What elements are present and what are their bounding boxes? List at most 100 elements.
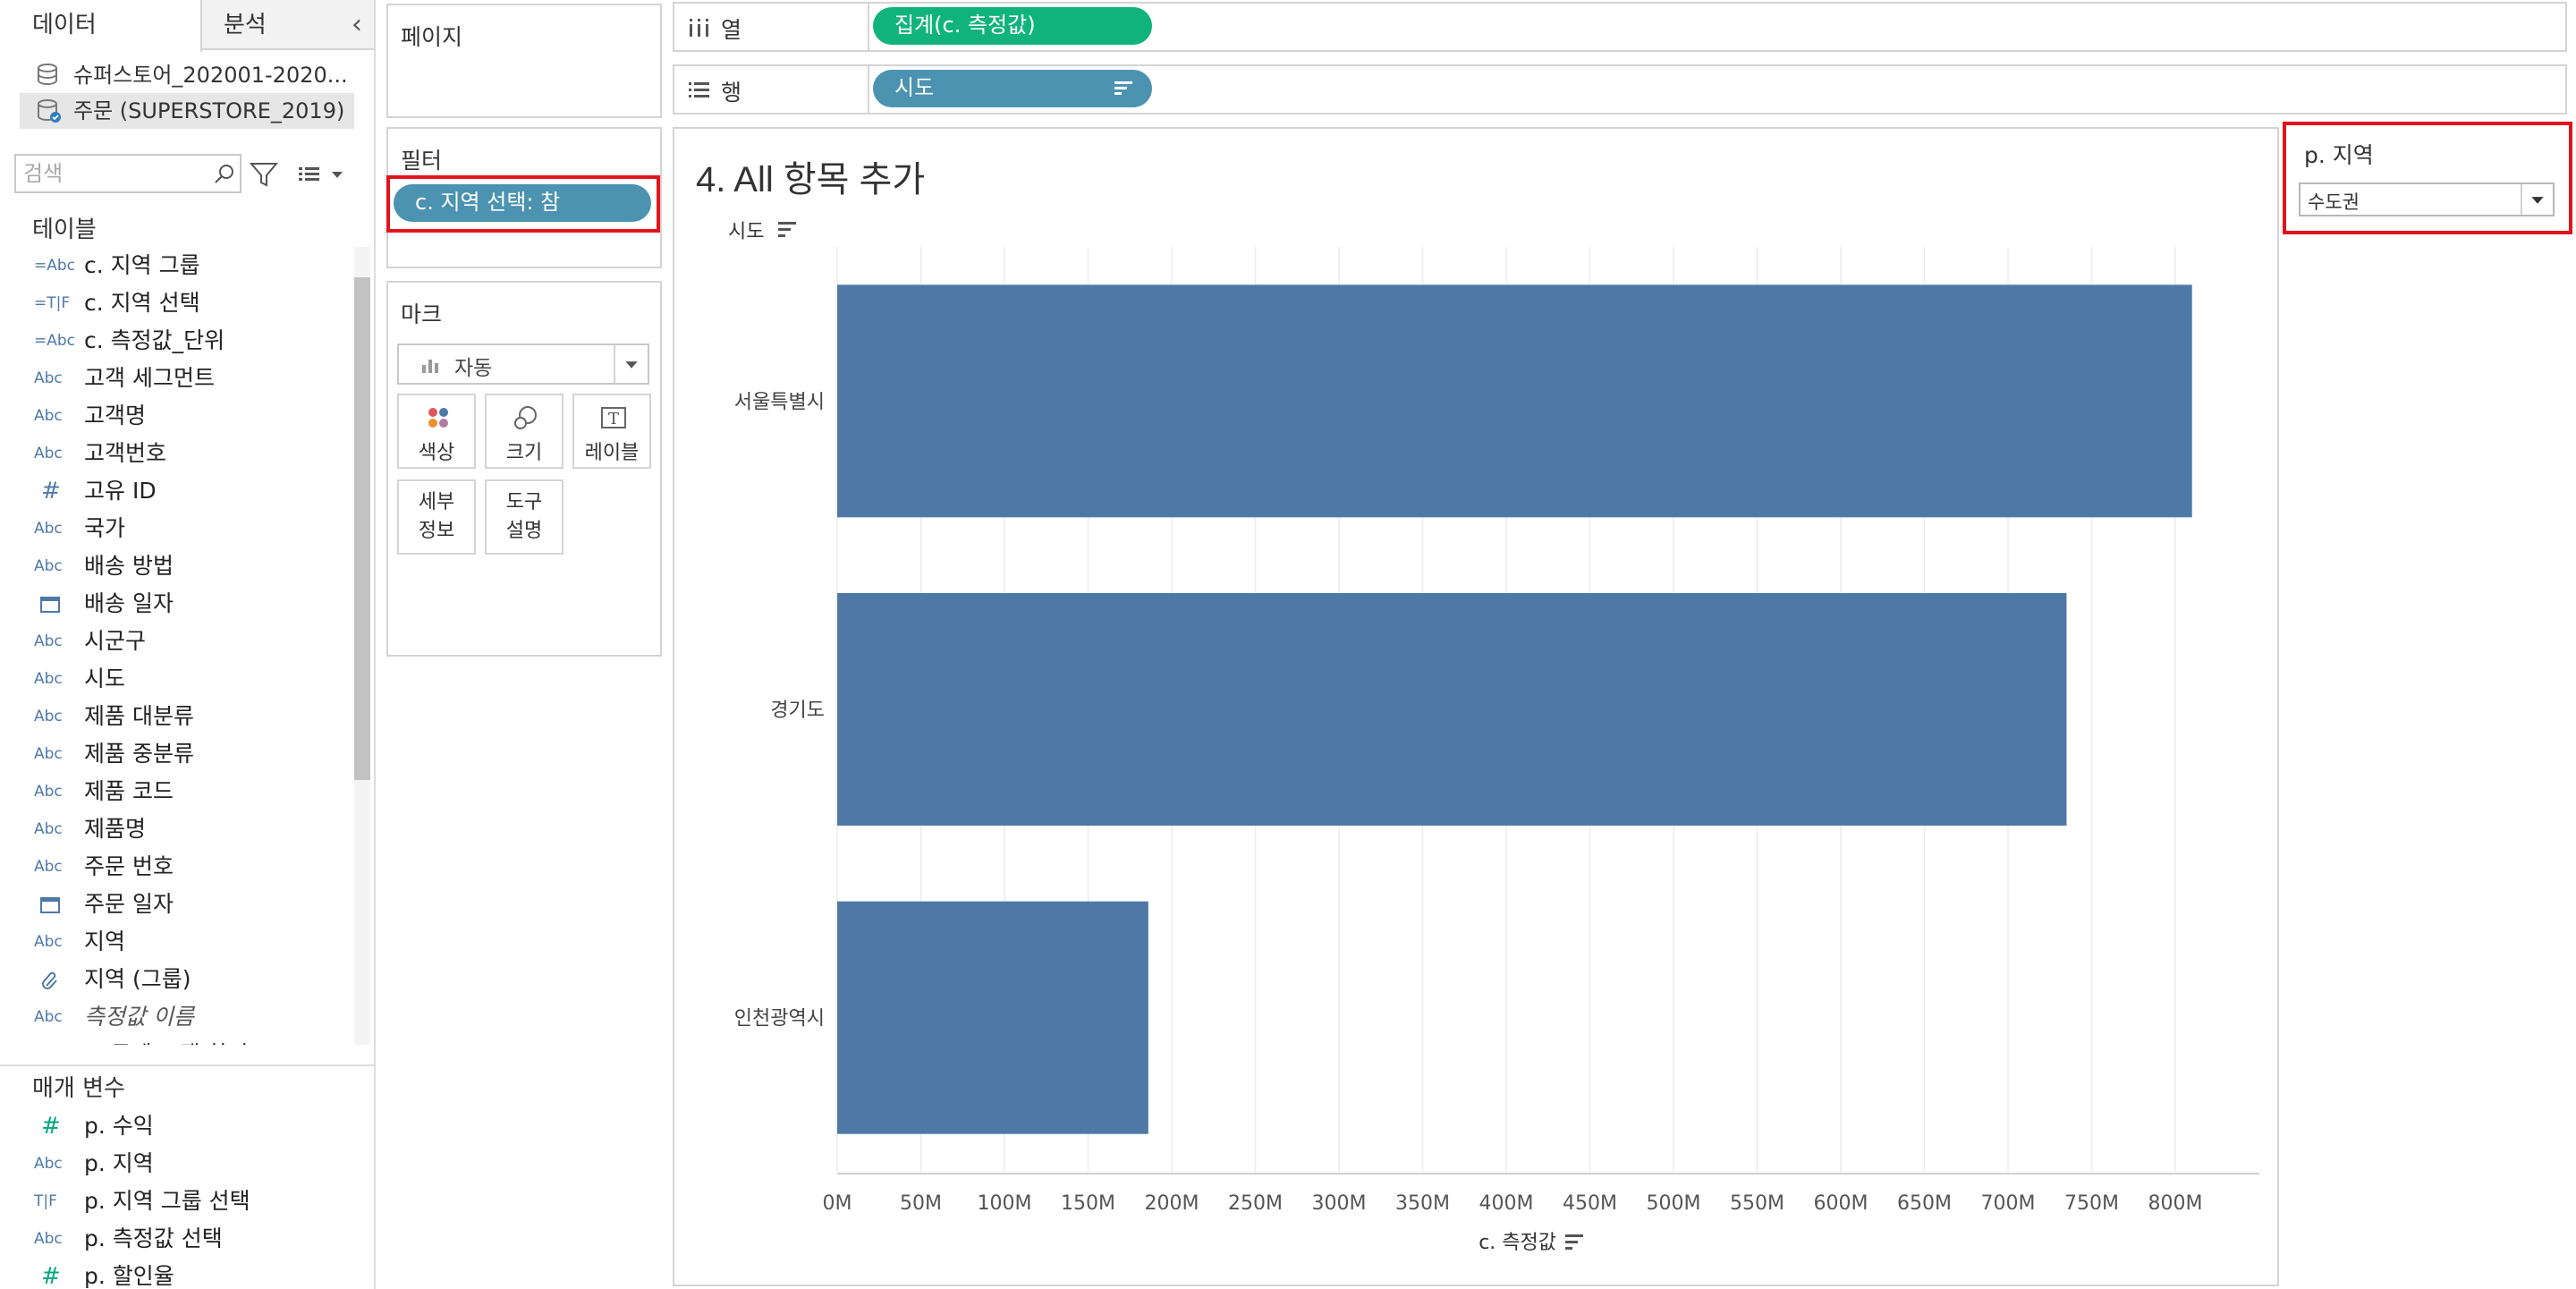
list-view-icon[interactable] <box>295 161 349 188</box>
field-item[interactable]: 배송 일자 <box>0 585 352 623</box>
x-tick-label: 600M <box>1814 1192 1868 1215</box>
rows-icon <box>689 82 709 98</box>
paperclip-icon <box>39 970 79 989</box>
x-tick-label: 50M <box>900 1192 942 1215</box>
field-item[interactable]: =T|Fc. 문제 고객 찾기 <box>0 1036 352 1045</box>
string-type-icon: Abc <box>34 783 63 801</box>
size-button[interactable]: 크기 <box>485 394 564 469</box>
field-item[interactable]: =Abc c. 측정값_단위 <box>0 322 352 360</box>
number-type-icon: # <box>41 1113 61 1140</box>
field-item[interactable]: # 고유 ID <box>0 472 352 510</box>
parameter-item[interactable]: # p. 할인율 <box>0 1258 352 1289</box>
field-item[interactable]: Abc 시군구 <box>0 623 352 660</box>
field-item[interactable]: Abc 고객명 <box>0 397 352 435</box>
field-name: 주문 번호 <box>84 853 174 879</box>
field-item[interactable]: Abc 배송 방법 <box>0 547 352 585</box>
string-type-icon: Abc <box>34 1155 63 1173</box>
parameters-list: # p. 수익 Abc p. 지역 T|F p. 지역 그룹 선택 Abc p. 측정값 선택… <box>0 1107 374 1289</box>
datasource-connected-icon <box>38 99 61 123</box>
string-type-icon: Abc <box>34 1230 63 1248</box>
field-item[interactable]: 주문 일자 <box>0 886 352 923</box>
mark-type-dropdown[interactable]: 자동 <box>397 343 649 385</box>
datasource-item-selected[interactable]: 주문 (SUPERSTORE_2019) <box>20 93 354 129</box>
string-type-icon: Abc <box>34 632 63 650</box>
parameter-highlight <box>2283 122 2572 234</box>
calendar-icon <box>39 594 79 614</box>
parameter-title: p. 지역 <box>2304 142 2374 168</box>
parameter-item[interactable]: T|F p. 지역 그룹 선택 <box>0 1183 352 1220</box>
field-item[interactable]: Abc 제품명 <box>0 810 352 848</box>
parameter-name: p. 할인율 <box>84 1263 174 1289</box>
x-tick-label: 100M <box>978 1192 1032 1215</box>
field-name: 측정값 이름 <box>84 1004 194 1030</box>
field-item[interactable]: =T|F c. 지역 선택 <box>0 284 352 322</box>
field-name: c. 지역 그룹 <box>84 252 200 278</box>
field-item[interactable]: Abc 고객번호 <box>0 435 352 472</box>
parameter-item[interactable]: Abc p. 측정값 선택 <box>0 1220 352 1258</box>
parameter-item[interactable]: # p. 수익 <box>0 1107 352 1145</box>
number-type-icon: # <box>41 1263 61 1289</box>
field-name: 배송 방법 <box>84 553 174 579</box>
tooltip-button-label-1: 도구 <box>505 491 543 513</box>
fields-list: =Abc c. 지역 그룹 =T|F c. 지역 선택 =Abc c. 측정값_단위 Abc… <box>0 247 352 1045</box>
field-item[interactable]: Abc 주문 번호 <box>0 848 352 886</box>
collapse-pane-icon[interactable]: ‹ <box>352 9 362 40</box>
field-item[interactable]: Abc 제품 중분류 <box>0 735 352 773</box>
field-item[interactable]: Abc 제품 코드 <box>0 773 352 810</box>
category-label: 인천광역시 <box>734 1008 825 1030</box>
field-item[interactable]: Abc 지역 <box>0 923 352 961</box>
pages-card[interactable]: 페이지 <box>386 4 662 118</box>
field-item[interactable]: =Abc c. 지역 그룹 <box>0 247 352 284</box>
search-icon[interactable] <box>213 163 236 186</box>
label-button[interactable]: T 레이블 <box>572 394 651 469</box>
rows-shelf-label: 행 <box>721 80 742 106</box>
columns-pill[interactable]: 집계(c. 측정값) <box>873 7 1152 45</box>
filter-icon[interactable] <box>249 159 279 190</box>
datasource-icon <box>38 64 57 86</box>
string-type-icon: Abc <box>34 708 63 725</box>
pane-divider[interactable] <box>0 1064 374 1066</box>
string-type-icon: Abc <box>34 858 63 876</box>
sort-bar <box>1565 1234 1583 1237</box>
string-type-icon: Abc <box>34 369 63 387</box>
field-item[interactable]: 지역 (그룹) <box>0 961 352 998</box>
row-header-sort-icon[interactable] <box>778 222 796 237</box>
size-button-label: 크기 <box>505 442 543 464</box>
field-name: c. 지역 선택 <box>84 290 200 316</box>
x-tick-label: 150M <box>1061 1192 1115 1215</box>
sort-descending-icon[interactable] <box>1113 79 1134 98</box>
parameter-dropdown[interactable]: 수도권 <box>2299 182 2555 216</box>
field-item[interactable]: Abc 제품 대분류 <box>0 698 352 735</box>
tab-data[interactable]: 데이터 <box>0 0 202 52</box>
rows-pill[interactable]: 시도 <box>873 70 1152 107</box>
parameter-name: p. 수익 <box>84 1113 154 1139</box>
sort-bar <box>1565 1247 1572 1250</box>
field-item[interactable]: Abc 시도 <box>0 660 352 698</box>
string-type-icon: Abc <box>34 520 63 538</box>
worksheet-view: 4. All 항목 추가 서울특별시 경기도 인천광역시 0M 50M 100M 150M 2… <box>673 127 2279 1286</box>
x-tick-label: 800M <box>2148 1192 2203 1215</box>
columns-icon <box>690 19 708 37</box>
field-item[interactable]: Abc 고객 세그먼트 <box>0 360 352 397</box>
parameter-name: p. 지역 그룹 선택 <box>84 1188 250 1214</box>
color-button[interactable]: 색상 <box>397 394 476 469</box>
shelf-divider <box>868 66 869 113</box>
parameter-item[interactable]: Abc p. 지역 <box>0 1145 352 1183</box>
field-item[interactable]: Abc 측정값 이름 <box>0 998 352 1036</box>
category-label: 서울특별시 <box>734 391 825 413</box>
field-name: 배송 일자 <box>84 590 174 616</box>
filter-pill[interactable]: c. 지역 선택: 참 <box>394 184 651 222</box>
datasource-item[interactable]: 슈퍼스토어_202001-2020... <box>20 57 354 93</box>
fields-scrollbar-thumb[interactable] <box>354 277 370 780</box>
string-type-icon: =Abc <box>34 257 76 275</box>
x-tick-label: 200M <box>1145 1192 1199 1215</box>
sort-bar <box>778 234 785 237</box>
field-name: 지역 (그룹) <box>84 966 191 992</box>
field-item[interactable]: Abc 국가 <box>0 510 352 547</box>
detail-button[interactable]: 세부 정보 <box>397 479 476 555</box>
search-input[interactable] <box>23 159 202 188</box>
tab-analytics[interactable]: 분석 <box>224 12 267 38</box>
x-axis-sort-icon[interactable] <box>1565 1234 1583 1250</box>
tooltip-button[interactable]: 도구 설명 <box>485 479 564 555</box>
text-label-icon: T <box>601 407 626 428</box>
